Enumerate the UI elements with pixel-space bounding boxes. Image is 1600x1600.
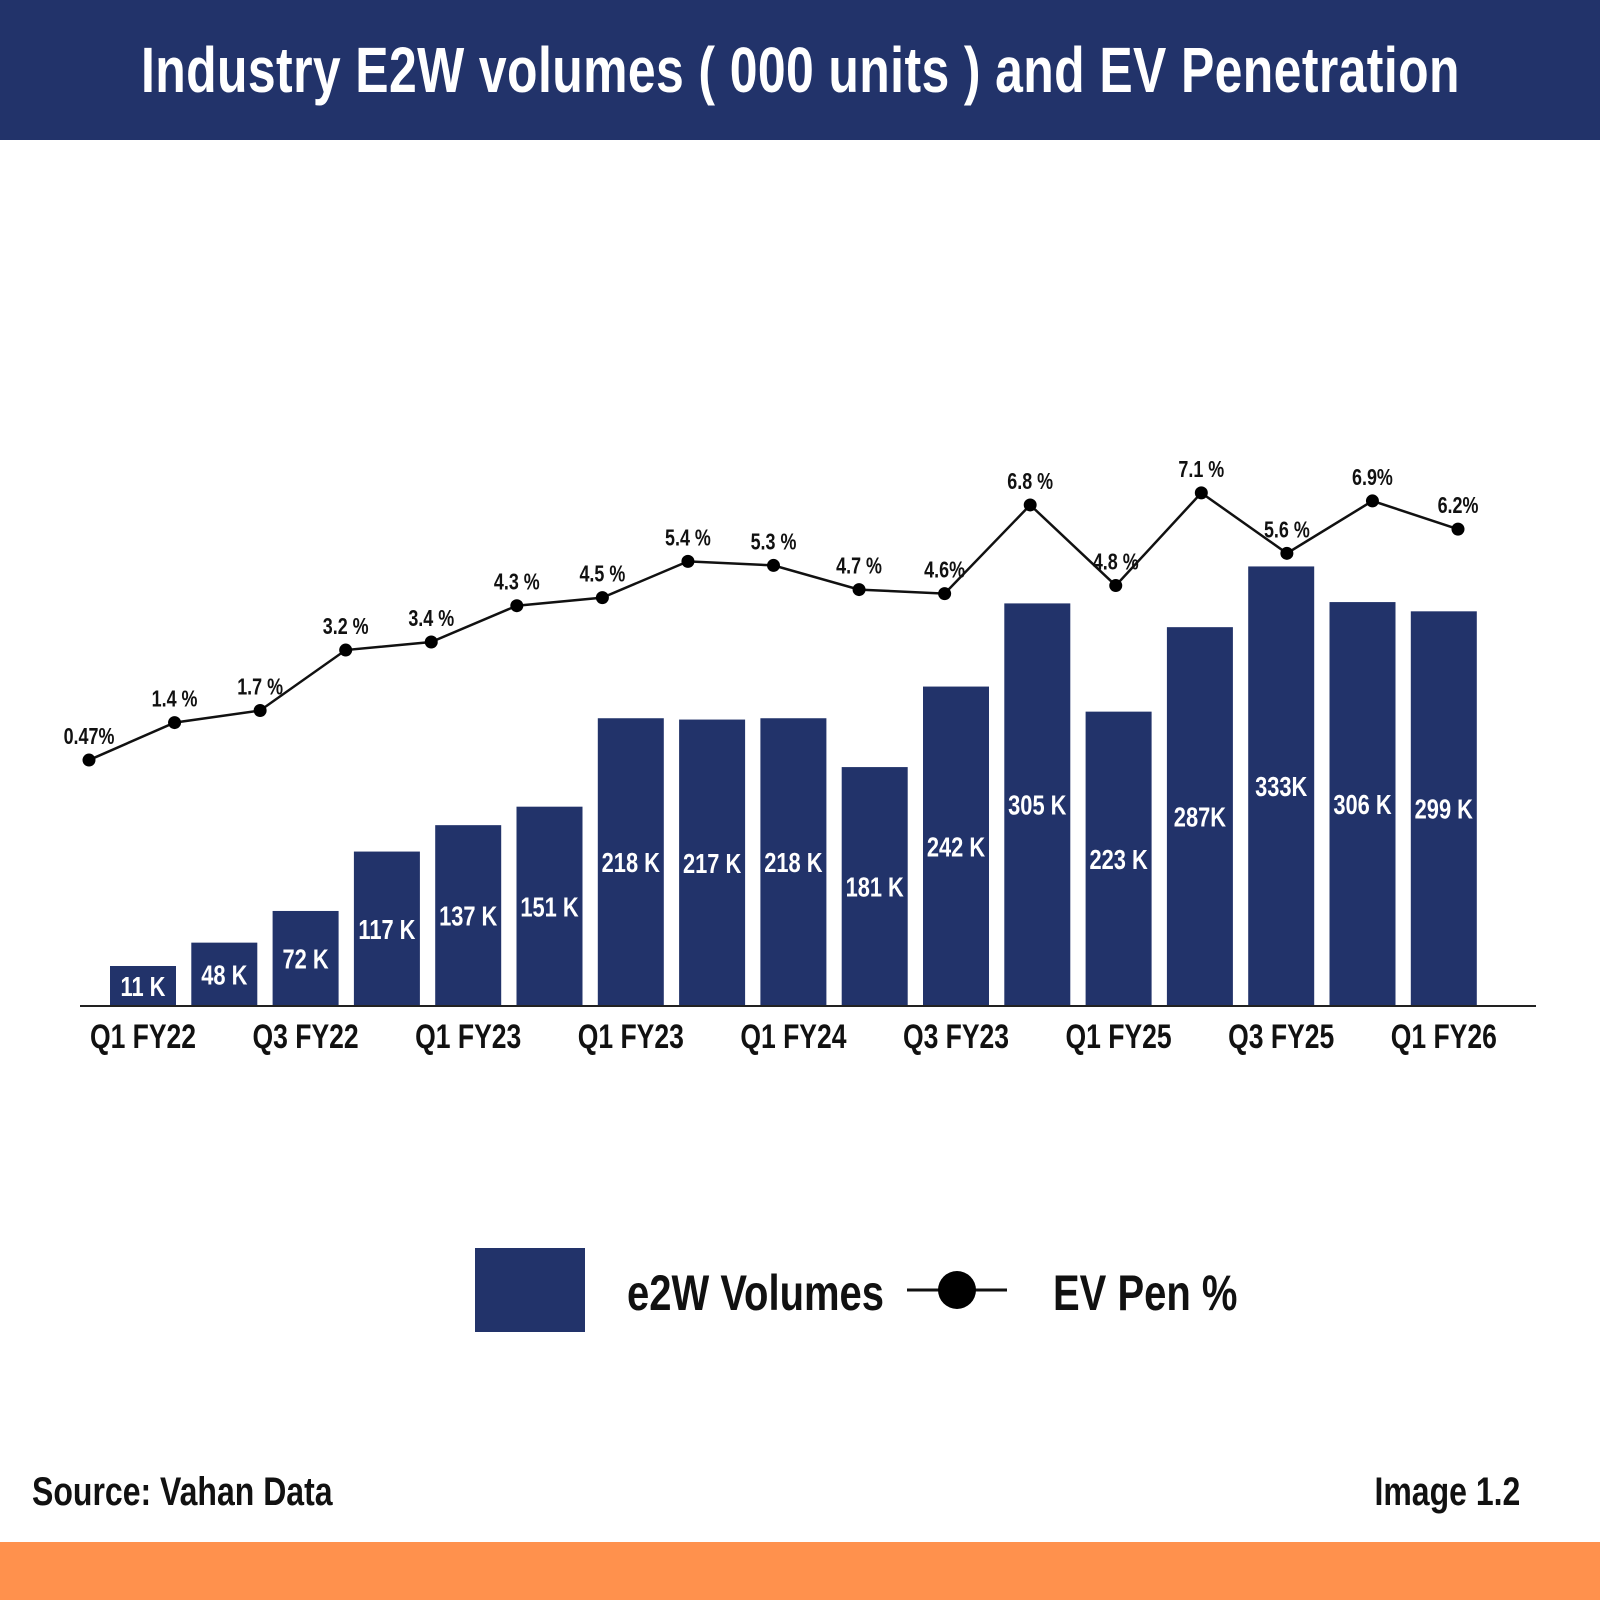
bar xyxy=(1329,602,1396,1006)
bar-labels-group: 11 K 48 K 72 K 117 K 137 K 151 K 218 K 217 K 218… xyxy=(121,772,1473,1003)
ev-pen-point xyxy=(253,703,267,717)
bar xyxy=(1085,711,1152,1006)
x-tick-label: Q1 FY26 xyxy=(1391,1018,1497,1056)
ev-pen-point xyxy=(938,587,952,601)
bar xyxy=(1248,566,1315,1006)
chart-title: Industry E2W volumes ( 000 units ) and E… xyxy=(140,34,1460,106)
bar-value-label: 217 K xyxy=(683,848,741,879)
ev-pen-label: 5.4 % xyxy=(665,525,711,551)
bar-value-label: 218 K xyxy=(602,848,660,879)
ev-pen-point xyxy=(1451,522,1465,536)
bar xyxy=(353,851,420,1006)
x-tick-label: Q1 FY22 xyxy=(90,1018,196,1056)
bar-value-label: 11 K xyxy=(121,971,166,1002)
ev-pen-label: 5.3 % xyxy=(751,529,797,555)
ev-pen-label: 3.2 % xyxy=(323,614,369,640)
image-label: Image 1.2 xyxy=(1374,1470,1520,1514)
ev-pen-label: 4.5 % xyxy=(579,562,625,588)
bar xyxy=(1410,611,1477,1006)
source-note: Source: Vahan Data xyxy=(32,1470,333,1514)
bar xyxy=(110,966,176,1006)
bar-value-label: 306 K xyxy=(1333,790,1391,821)
bars-group xyxy=(110,566,1477,1006)
ev-pen-point xyxy=(1365,494,1379,508)
bar-value-label: 333K xyxy=(1255,772,1307,803)
bar-value-label: 242 K xyxy=(927,832,985,863)
x-tick-label: Q1 FY24 xyxy=(740,1018,846,1056)
ev-pen-point xyxy=(424,635,438,649)
bar xyxy=(597,718,664,1006)
x-tick-label: Q1 FY25 xyxy=(1066,1018,1172,1056)
ev-pen-label: 6.8 % xyxy=(1007,469,1053,495)
ev-pen-label: 5.6 % xyxy=(1264,517,1310,543)
bar-value-label: 305 K xyxy=(1008,790,1066,821)
x-tick-label: Q3 FY25 xyxy=(1228,1018,1334,1056)
line-series-group: 0.47% 1.4 % 1.7 % 3.2 % 3.4 % 4.3 % 4.5 % 5.4 %… xyxy=(64,457,1479,767)
ev-pen-label: 4.6% xyxy=(924,558,965,584)
ev-pen-label: 6.9% xyxy=(1352,465,1393,491)
legend-bar-label: e2W Volumes xyxy=(627,1265,884,1321)
bar-value-label: 72 K xyxy=(283,944,329,975)
ev-pen-point xyxy=(1194,486,1208,500)
legend-bar-swatch xyxy=(475,1248,585,1332)
bar xyxy=(923,686,989,1006)
ev-pen-label: 7.1 % xyxy=(1178,457,1224,483)
x-tick-labels-group: Q1 FY22 Q3 FY22 Q1 FY23 Q1 FY23 Q1 FY24 Q3 FY… xyxy=(90,1018,1497,1056)
x-tick-label: Q3 FY22 xyxy=(253,1018,359,1056)
ev-pen-point xyxy=(82,753,96,767)
legend-line-label: EV Pen % xyxy=(1053,1265,1237,1321)
ev-pen-point xyxy=(339,643,353,657)
bar xyxy=(516,806,583,1006)
bar-value-label: 223 K xyxy=(1089,844,1147,875)
bar-value-label: 218 K xyxy=(764,848,822,879)
bar-value-label: 117 K xyxy=(358,914,415,945)
ev-pen-point xyxy=(510,599,524,613)
bar xyxy=(841,767,908,1006)
ev-pen-point xyxy=(1109,579,1123,593)
ev-pen-label: 0.47% xyxy=(64,724,115,750)
ev-pen-label: 1.4 % xyxy=(152,687,198,713)
ev-pen-point xyxy=(767,558,780,572)
bar xyxy=(435,825,502,1006)
ev-pen-label: 4.3 % xyxy=(494,570,540,596)
bar xyxy=(679,719,746,1006)
ev-pen-point xyxy=(1023,498,1037,512)
ev-pen-point xyxy=(681,554,695,568)
bar-value-label: 299 K xyxy=(1415,794,1473,825)
ev-pen-label: 6.2% xyxy=(1438,493,1479,519)
bar-value-label: 137 K xyxy=(439,901,497,932)
ev-pen-point xyxy=(1280,546,1294,560)
bar xyxy=(760,718,827,1006)
bar xyxy=(1166,627,1233,1006)
legend-line-marker xyxy=(938,1271,976,1309)
header-banner: Industry E2W volumes ( 000 units ) and E… xyxy=(0,0,1600,140)
x-tick-label: Q3 FY23 xyxy=(903,1018,1009,1056)
ev-pen-label: 3.4 % xyxy=(408,606,454,632)
x-tick-label: Q1 FY23 xyxy=(578,1018,684,1056)
bar xyxy=(191,942,258,1006)
bar xyxy=(272,910,339,1006)
ev-pen-point xyxy=(595,591,609,605)
x-tick-label: Q1 FY23 xyxy=(415,1018,521,1056)
ev-pen-point xyxy=(852,583,866,597)
ev-pen-label: 4.8 % xyxy=(1093,549,1139,575)
bottom-accent-bar xyxy=(0,1542,1600,1600)
ev-pen-label: 4.7 % xyxy=(836,554,882,580)
ev-pen-point xyxy=(168,716,182,730)
ev-pen-label: 1.7 % xyxy=(237,674,283,700)
bar-value-label: 151 K xyxy=(520,892,578,923)
legend: e2W Volumes EV Pen % xyxy=(475,1248,1237,1332)
bar xyxy=(1004,603,1071,1006)
bar-value-label: 287K xyxy=(1174,802,1226,833)
bar-value-label: 48 K xyxy=(201,960,247,991)
bar-value-label: 181 K xyxy=(846,872,904,903)
